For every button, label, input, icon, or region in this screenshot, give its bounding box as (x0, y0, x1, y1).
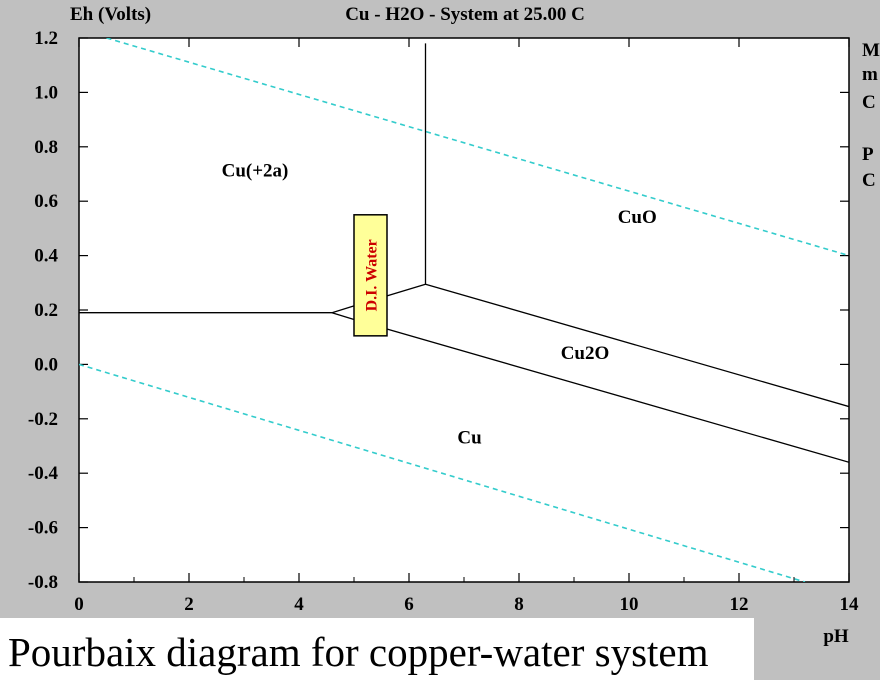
side-panel-text-1: M (862, 40, 880, 61)
x-tick-label: 4 (294, 594, 304, 615)
region-label: CuO (618, 207, 657, 228)
x-tick-label: 8 (514, 594, 524, 615)
x-tick-label: 14 (840, 594, 860, 615)
side-panel-text-4: P (862, 144, 874, 165)
x-tick-label: 0 (74, 594, 84, 615)
phase-boundary-line (425, 283, 849, 408)
y-tick-label: -0.6 (28, 518, 58, 539)
region-label: Cu(+2a) (222, 161, 289, 182)
di-water-label: D.I. Water (364, 239, 381, 311)
x-tick-label: 2 (184, 594, 194, 615)
y-tick-label: 0.0 (34, 354, 58, 375)
di-water-box (353, 214, 388, 337)
y-tick-label: -0.4 (28, 463, 59, 484)
y-tick-label: 1.2 (34, 28, 58, 49)
y-tick-label: -0.2 (28, 409, 58, 430)
y-tick-label: 0.2 (34, 300, 58, 321)
y-tick-label: 0.6 (34, 191, 58, 212)
side-panel-text-2: m (862, 64, 878, 85)
y-tick-label: -0.8 (28, 572, 58, 593)
region-label: Cu (457, 427, 482, 448)
x-tick-label: 10 (620, 594, 639, 615)
figure-caption: Pourbaix diagram for copper-water system (8, 629, 709, 675)
chart-title: Cu - H2O - System at 25.00 C (345, 4, 585, 25)
phase-boundary-line (79, 283, 426, 314)
side-panel-text-3: C (862, 92, 876, 113)
y-tick-label: 1.0 (34, 82, 58, 103)
water-stability-line (106, 38, 849, 257)
caption-band (0, 618, 754, 680)
y-axis-label: Eh (Volts) (70, 4, 151, 25)
x-tick-label: 12 (730, 594, 749, 615)
plot-area (78, 37, 850, 583)
x-axis-label-box (754, 618, 880, 652)
region-label: Cu2O (561, 343, 610, 364)
x-axis-label: pH (823, 626, 849, 647)
x-tick-label: 6 (404, 594, 414, 615)
y-tick-label: 0.8 (34, 137, 58, 158)
water-stability-line (79, 363, 806, 582)
side-panel-text-5: C (862, 170, 876, 191)
y-tick-label: 0.4 (34, 246, 58, 267)
